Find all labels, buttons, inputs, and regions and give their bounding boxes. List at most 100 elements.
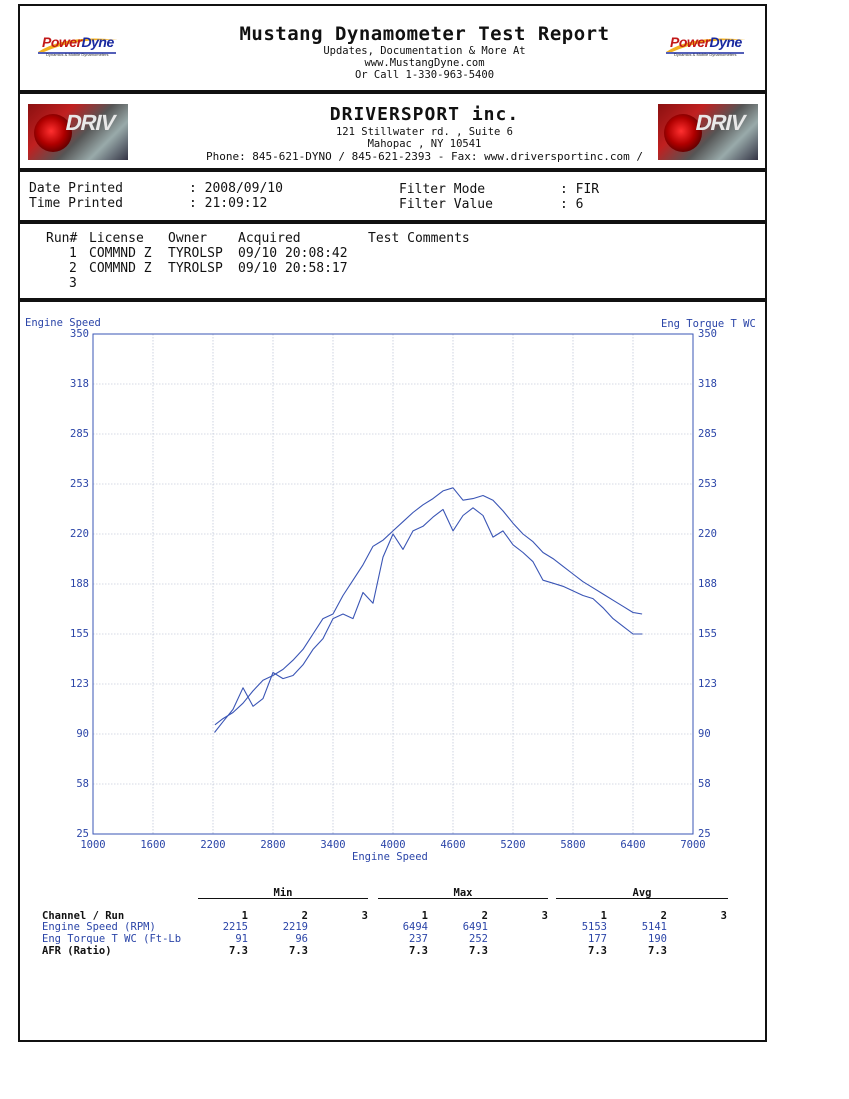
filter-value-value: : 6 — [560, 197, 584, 212]
y-tick-label-right: 318 — [698, 378, 717, 390]
x-axis-title: Engine Speed — [352, 851, 428, 863]
stats-row-label: Eng Torque T WC (Ft-Lb — [42, 933, 182, 945]
y-tick-label-right: 155 — [698, 628, 717, 640]
header-line-2: www.MustangDyne.com — [364, 57, 485, 69]
x-tick-label: 6400 — [620, 839, 646, 851]
stats-value-max: 252 — [469, 933, 488, 945]
y-tick-label-left: 253 — [70, 478, 89, 490]
stats-row-label: Engine Speed (RPM) — [42, 921, 156, 933]
shop-address-2: Mahopac , NY 10541 — [367, 138, 482, 150]
chart-series — [214, 487, 643, 733]
logo-text: PowerDyne — [670, 34, 742, 50]
stats-value-min: 91 — [235, 933, 248, 945]
y-tick-label-right: 58 — [698, 778, 711, 790]
shop-phone: Phone: 845-621-DYNO / 845-621-2393 - Fax… — [205, 150, 644, 163]
stats-value-avg: 190 — [648, 933, 667, 945]
run-license: COMMND Z — [89, 246, 152, 261]
x-tick-label: 4600 — [440, 839, 466, 851]
stats-value-max: 7.3 — [469, 945, 488, 957]
stats-value-min: 2215 — [222, 921, 248, 933]
stats-value-avg: 177 — [588, 933, 607, 945]
shop-image-left: DRIV — [28, 104, 128, 160]
x-tick-label: 3400 — [320, 839, 346, 851]
series-line-run-2 — [214, 487, 643, 726]
stats-row-label: AFR (Ratio) — [42, 945, 112, 957]
stats-value-avg: 5153 — [581, 921, 607, 933]
rose-icon — [34, 114, 72, 152]
runs-box — [18, 222, 767, 300]
run-number: 2 — [69, 261, 77, 276]
right-axis-title: Eng Torque T WC — [661, 318, 756, 330]
run-owner: TYROLSP — [168, 261, 223, 276]
stats-run-column-max: 1 — [421, 910, 428, 922]
stats-run-column-min: 2 — [301, 910, 308, 922]
y-tick-label-left: 90 — [76, 728, 89, 740]
y-tick-label-right: 188 — [698, 578, 717, 590]
logo-swoosh-icon — [38, 38, 118, 54]
runs-header-run: Run# — [46, 231, 78, 246]
stats-run-column-avg: 1 — [600, 910, 607, 922]
y-tick-label-right: 350 — [698, 328, 717, 340]
print-info-box — [18, 170, 767, 222]
stats-group-max-rule — [378, 898, 548, 899]
filter-value-label: Filter Value — [399, 197, 493, 212]
chart-box — [18, 300, 767, 1042]
y-tick-label-left: 285 — [70, 428, 89, 440]
y-tick-label-left: 318 — [70, 378, 89, 390]
run-acquired: 09/10 20:58:17 — [238, 261, 348, 276]
y-tick-label-right: 285 — [698, 428, 717, 440]
runs-header-owner: Owner — [168, 231, 208, 246]
x-tick-label: 5200 — [500, 839, 526, 851]
runs-header-license: License — [89, 231, 144, 246]
runs-header-acquired: Acquired — [238, 231, 301, 246]
shop-address-1: 121 Stillwater rd. , Suite 6 — [335, 126, 513, 138]
logo-text: PowerDyne — [42, 34, 114, 50]
y-tick-label-left: 350 — [70, 328, 89, 340]
series-line-run-1 — [214, 507, 643, 733]
x-tick-label: 2800 — [260, 839, 286, 851]
stats-channel-label: Channel / Run — [42, 910, 125, 922]
y-tick-label-left: 58 — [76, 778, 89, 790]
x-tick-label: 5800 — [560, 839, 586, 851]
run-number: 3 — [69, 276, 77, 291]
stats-value-max: 7.3 — [409, 945, 428, 957]
stats-run-column-avg: 3 — [720, 910, 727, 922]
y-tick-label-left: 155 — [70, 628, 89, 640]
stats-run-column-min: 3 — [361, 910, 368, 922]
logo-tagline: Dynamics & Mobile Dynamometers — [46, 52, 109, 57]
y-tick-label-left: 188 — [70, 578, 89, 590]
filter-mode-value: : FIR — [560, 182, 600, 197]
stats-value-avg: 7.3 — [648, 945, 667, 957]
powerdyne-logo-right: PowerDyne Dynamics & Mobile Dynamometers — [660, 30, 752, 60]
report-title: Mustang Dynamometer Test Report — [239, 23, 610, 45]
stats-group-avg: Avg — [632, 887, 652, 899]
y-tick-label-right: 90 — [698, 728, 711, 740]
header-line-1: Updates, Documentation & More At — [323, 45, 526, 57]
run-license: COMMND Z — [89, 261, 152, 276]
header-line-3: Or Call 1-330-963-5400 — [354, 69, 495, 81]
x-tick-label: 4000 — [380, 839, 406, 851]
date-printed-value: : 2008/09/10 — [189, 181, 283, 196]
stats-value-min: 7.3 — [289, 945, 308, 957]
stats-run-column-min: 1 — [241, 910, 248, 922]
stats-run-column-max: 3 — [541, 910, 548, 922]
stats-value-min: 7.3 — [229, 945, 248, 957]
logo-swoosh-icon — [666, 38, 746, 54]
plot-area — [92, 333, 694, 835]
stats-value-max: 237 — [409, 933, 428, 945]
shop-info-box — [18, 92, 767, 170]
stats-run-column-max: 2 — [481, 910, 488, 922]
x-tick-label: 1600 — [140, 839, 166, 851]
stats-group-avg-rule — [556, 898, 728, 899]
powerdyne-logo-left: PowerDyne Dynamics & Mobile Dynamometers — [32, 30, 124, 60]
stats-value-avg: 5141 — [641, 921, 667, 933]
x-tick-label: 7000 — [680, 839, 706, 851]
x-tick-label: 1000 — [80, 839, 106, 851]
shop-name: DRIVERSPORT inc. — [329, 104, 520, 125]
stats-value-max: 6494 — [402, 921, 428, 933]
y-tick-label-right: 253 — [698, 478, 717, 490]
stats-group-min: Min — [273, 887, 293, 899]
run-owner: TYROLSP — [168, 246, 223, 261]
run-acquired: 09/10 20:08:42 — [238, 246, 348, 261]
stats-value-max: 6491 — [462, 921, 488, 933]
